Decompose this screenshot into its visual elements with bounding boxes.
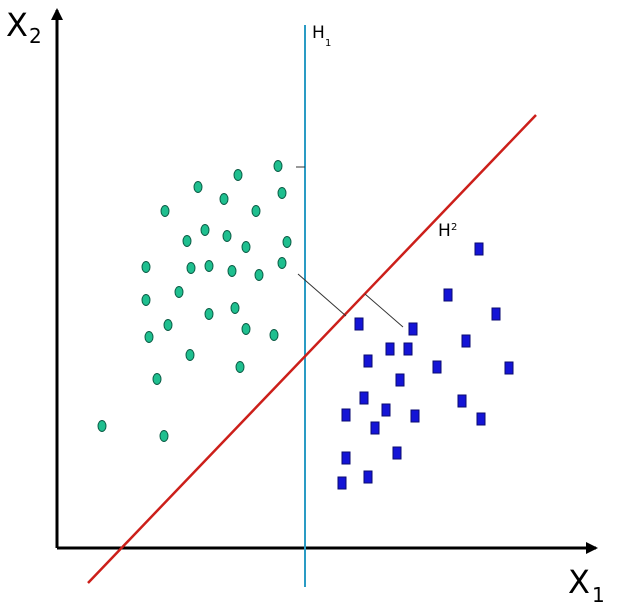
h2-margin-line-right <box>364 293 404 328</box>
class-b-point <box>408 322 418 336</box>
class-a-point <box>159 430 169 442</box>
class-a-point <box>174 286 184 298</box>
class-b-point <box>432 360 442 374</box>
x-axis-label: X <box>568 563 590 601</box>
h2-label-subscript: 2 <box>451 222 457 233</box>
class-a-point <box>241 323 251 335</box>
h1-label-subscript: 1 <box>325 38 331 49</box>
class-a-point <box>97 420 107 432</box>
class-a-point <box>193 181 203 193</box>
class-b-point <box>341 408 351 422</box>
class-b-point <box>337 476 347 490</box>
class-a-point <box>233 169 243 181</box>
class-a-point <box>163 319 173 331</box>
class-b-point <box>370 421 380 435</box>
class-a-point <box>273 160 283 172</box>
class-b-point <box>457 394 467 408</box>
class-b-point <box>474 242 484 256</box>
class-b-points <box>337 242 514 490</box>
h2-hyperplane <box>87 114 537 584</box>
class-b-point <box>392 446 402 460</box>
class-a-point <box>219 193 229 205</box>
class-b-point <box>363 470 373 484</box>
class-b-point <box>359 391 369 405</box>
class-b-point <box>461 334 471 348</box>
class-a-point <box>230 302 240 314</box>
class-b-point <box>476 412 486 426</box>
class-a-point <box>241 241 251 253</box>
class-a-point <box>251 205 261 217</box>
class-a-point <box>269 329 279 341</box>
y-axis-label: X <box>6 6 28 44</box>
h1-label: H <box>312 23 325 43</box>
class-a-point <box>200 224 210 236</box>
class-b-point <box>443 288 453 302</box>
class-b-point <box>363 354 373 368</box>
class-a-point <box>277 187 287 199</box>
class-b-point <box>403 342 413 356</box>
class-a-point <box>277 257 287 269</box>
class-a-point <box>227 265 237 277</box>
class-a-point <box>204 308 214 320</box>
x-axis-label-subscript: 1 <box>592 583 605 607</box>
class-b-point <box>341 451 351 465</box>
class-b-point <box>491 307 501 321</box>
class-a-point <box>182 235 192 247</box>
class-a-point <box>222 230 232 242</box>
class-a-point <box>186 262 196 274</box>
class-b-point <box>354 317 364 331</box>
h2-margin-line-left <box>297 273 347 317</box>
class-a-point <box>152 373 162 385</box>
class-a-point <box>144 331 154 343</box>
class-a-point <box>185 349 195 361</box>
class-a-point <box>141 294 151 306</box>
class-a-point <box>282 236 292 248</box>
class-a-points <box>97 160 292 442</box>
class-b-point <box>410 409 420 423</box>
class-b-point <box>395 373 405 387</box>
class-a-point <box>235 361 245 373</box>
class-b-point <box>504 361 514 375</box>
class-a-point <box>141 261 151 273</box>
class-a-point <box>204 260 214 272</box>
h2-label: H <box>438 221 451 241</box>
y-axis-label-subscript: 2 <box>29 24 42 48</box>
class-b-point <box>381 403 391 417</box>
class-a-point <box>254 269 264 281</box>
class-a-point <box>160 205 170 217</box>
class-b-point <box>385 342 395 356</box>
